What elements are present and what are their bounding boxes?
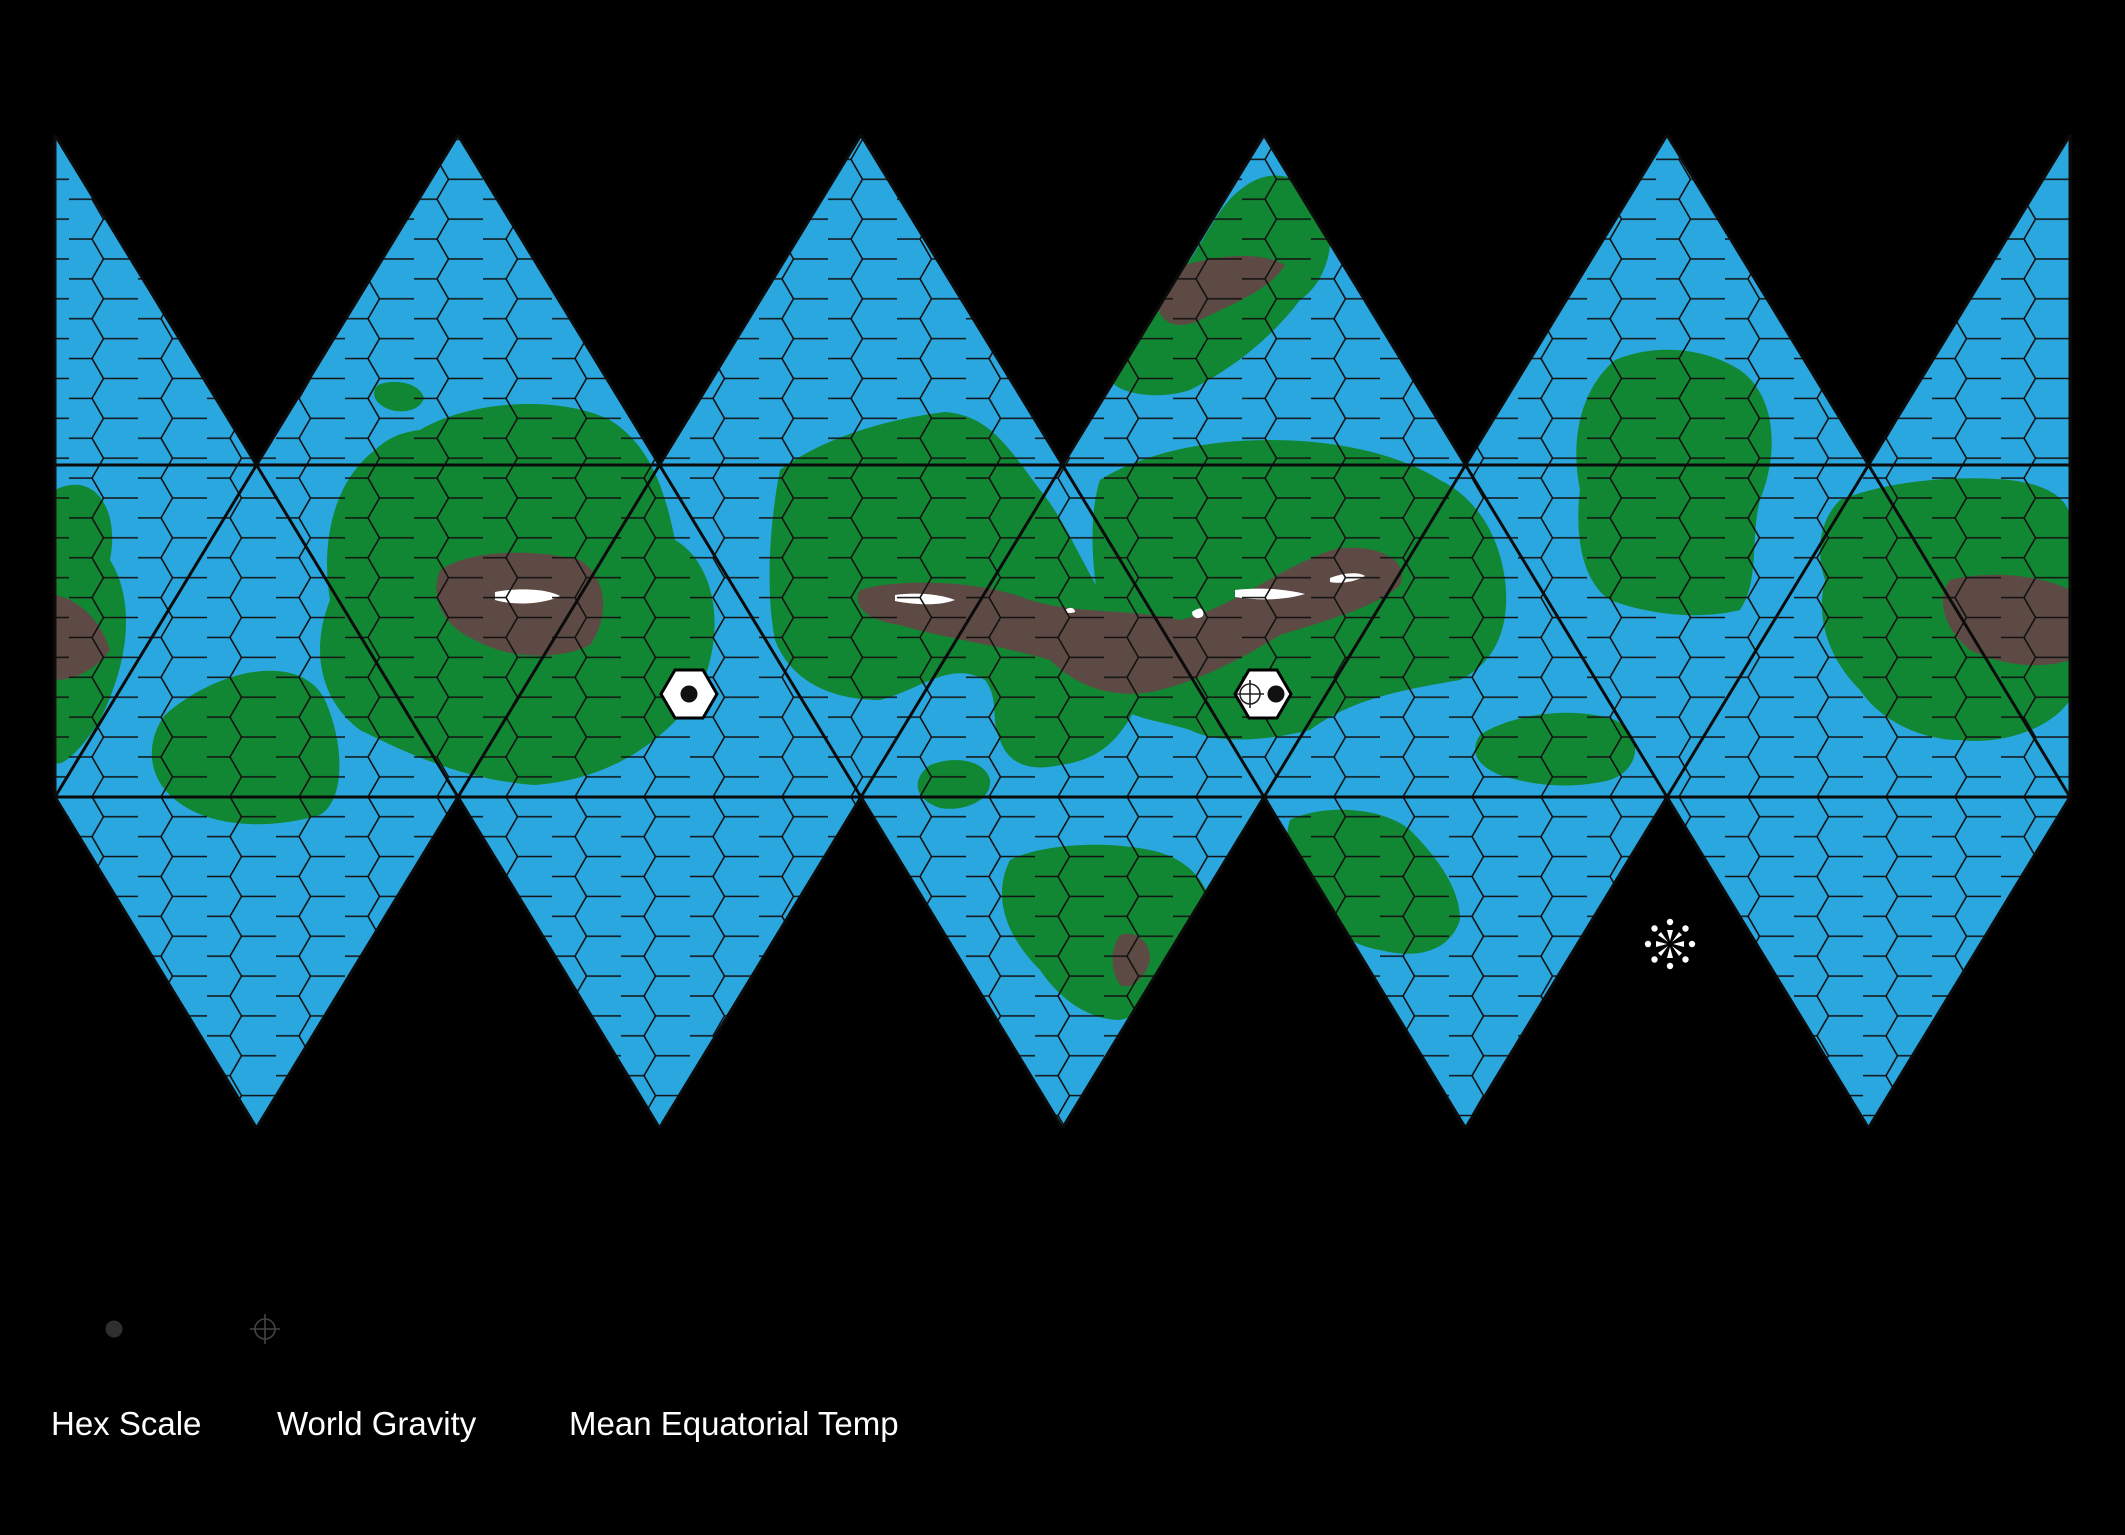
edge-mid-left-1 [456, 464, 661, 798]
world-hex-2[interactable] [1233, 668, 1293, 720]
edge-mid-left-2 [859, 464, 1064, 798]
world-hex-1[interactable] [659, 668, 719, 720]
legend-crosshair-icon [250, 1314, 280, 1344]
edge-mid-right-2 [1061, 464, 1266, 798]
edge-mid-right-3 [1464, 464, 1669, 798]
edge-mid-right-1 [658, 464, 863, 798]
edge-bottom-right-1 [658, 796, 863, 1129]
edge-mid-right-0 [255, 464, 460, 798]
legend-world-dot-icon [105, 1320, 123, 1338]
face-edges [53, 134, 2072, 1129]
edge-top-right-2 [859, 134, 1064, 466]
world-gravity-label: World Gravity [277, 1405, 477, 1442]
edge-bottom-right-4 [1867, 796, 2072, 1129]
hex-scale-label: Hex Scale [51, 1405, 202, 1442]
edge-top-right-4 [1665, 134, 1870, 466]
edge-mid-left-0 [53, 464, 258, 798]
edge-mid-left-3 [1262, 464, 1467, 798]
edge-bottom-left-2 [859, 796, 1064, 1129]
edge-top-right-3 [1262, 134, 1467, 466]
edge-top-left-3 [1061, 134, 1266, 466]
mean-equatorial-temp-label: Mean Equatorial Temp [569, 1405, 899, 1442]
edge-top-right-1 [456, 134, 661, 466]
edge-top-left-2 [658, 134, 863, 466]
edge-bottom-right-2 [1061, 796, 1266, 1129]
edge-bottom-left-3 [1262, 796, 1467, 1129]
edge-top-left-1 [255, 134, 460, 466]
edge-bottom-left-4 [1665, 796, 1870, 1129]
edge-bottom-left-0 [53, 796, 258, 1129]
crosshair-icon [1236, 680, 1264, 708]
edge-mid-left-4 [1665, 464, 1870, 798]
edge-top-left-5 [1867, 134, 2072, 466]
world-dot-icon [680, 685, 698, 703]
edge-bottom-right-3 [1464, 796, 1669, 1129]
world-dot-icon [1267, 685, 1285, 703]
starburst-icon [1644, 918, 1696, 970]
edge-top-left-4 [1464, 134, 1669, 466]
edge-bottom-right-0 [255, 796, 460, 1129]
edge-mid-right-4 [1867, 464, 2072, 798]
edge-top-right-0 [53, 134, 258, 466]
edge-bottom-left-1 [456, 796, 661, 1129]
